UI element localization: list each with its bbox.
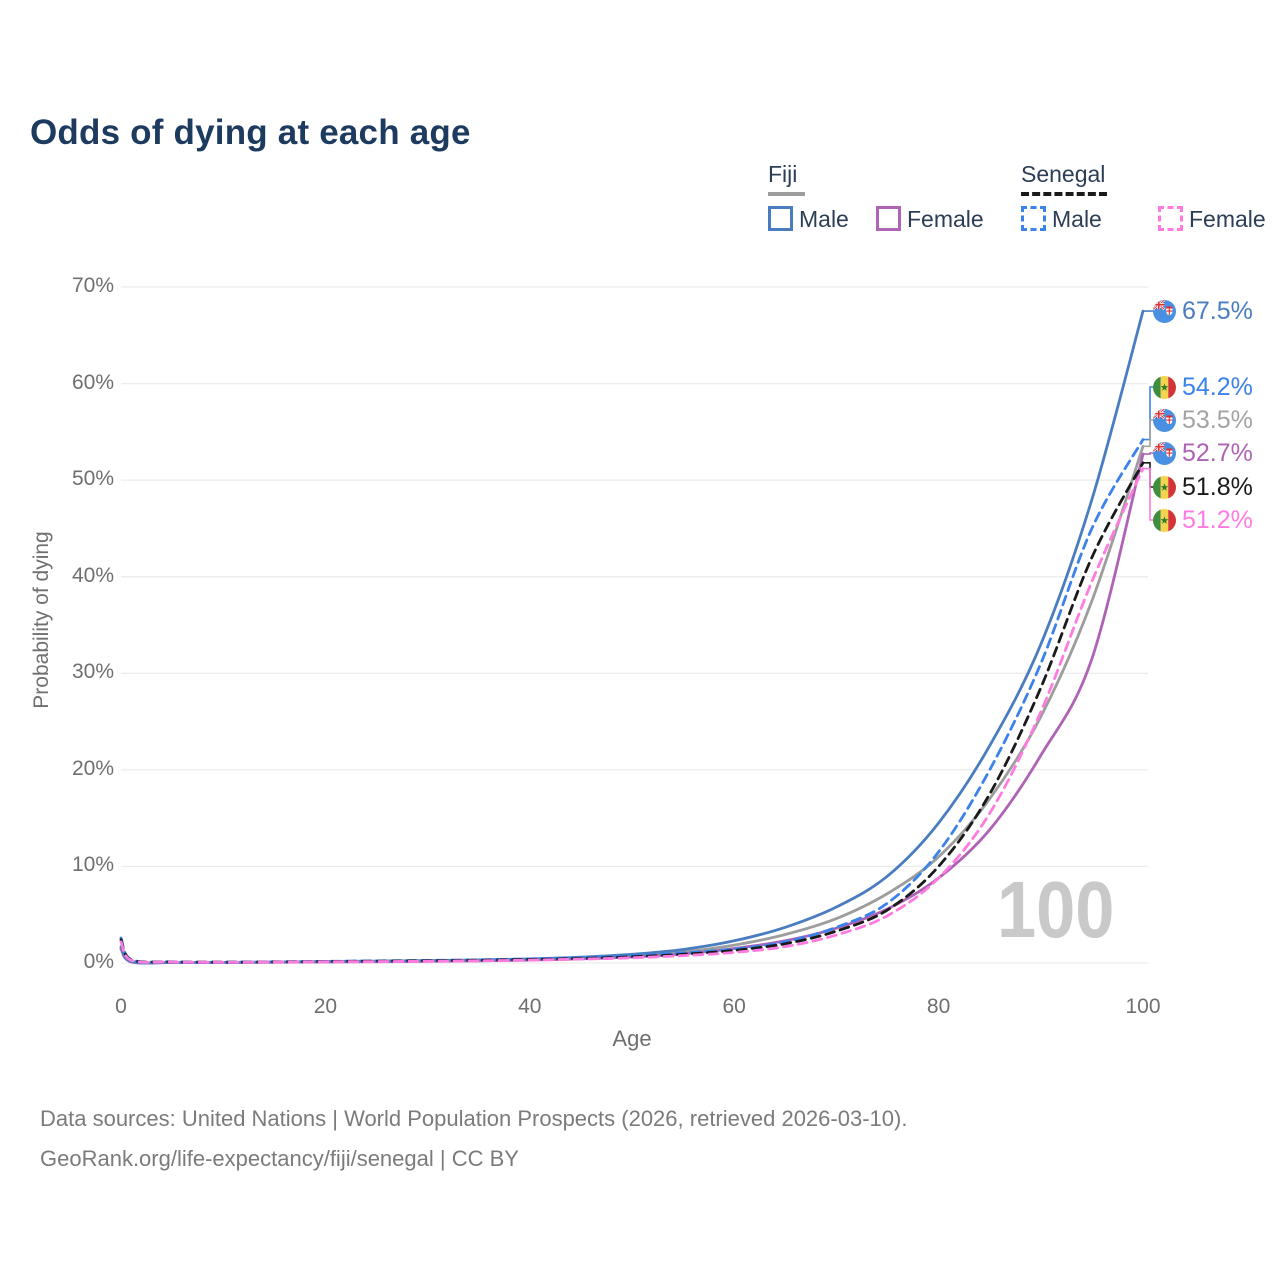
flag-slot	[1153, 441, 1176, 465]
senegal-flag-icon	[1153, 475, 1176, 499]
attribution-note: GeoRank.org/life-expectancy/fiji/senegal…	[40, 1146, 519, 1171]
legend-swatch-fiji-male[interactable]	[768, 206, 793, 231]
y-tick-label: 20%	[71, 756, 114, 780]
y-tick-label: 30%	[71, 660, 114, 684]
legend-label-fiji-female[interactable]: Female	[907, 206, 984, 232]
legend-swatch-fiji-female[interactable]	[876, 206, 901, 231]
fiji-flag-icon	[1153, 408, 1176, 432]
legend-label-senegal-female[interactable]: Female	[1189, 206, 1266, 232]
x-tick-label: 60	[722, 995, 746, 1018]
legend-label-fiji-male[interactable]: Male	[799, 206, 849, 232]
fiji-both-line-swatch	[768, 192, 805, 196]
flag-slot	[1153, 299, 1176, 323]
end-value: 53.5%	[1182, 405, 1253, 434]
end-value: 51.2%	[1182, 505, 1253, 534]
end-label-senegal-male: 54.2%	[1153, 373, 1253, 401]
y-tick-label: 40%	[71, 563, 114, 587]
legend-swatch-senegal-female[interactable]	[1158, 206, 1183, 231]
y-tick-label: 50%	[71, 467, 114, 491]
end-label-fiji-male: 67.5%	[1153, 297, 1253, 325]
y-tick-label: 10%	[71, 853, 114, 877]
fiji-flag-icon	[1153, 299, 1176, 323]
series-line-fiji-female[interactable]	[119, 452, 1145, 965]
series-line-fiji-male[interactable]	[119, 309, 1145, 965]
x-tick-label: 40	[518, 995, 542, 1018]
end-label-fiji-both: 53.5%	[1153, 406, 1253, 434]
data-source-note: Data sources: United Nations | World Pop…	[40, 1106, 908, 1131]
y-axis-title: Probability of dying	[30, 531, 53, 709]
end-label-senegal-both: 51.8%	[1153, 473, 1253, 501]
legend-label-senegal-male[interactable]: Male	[1052, 206, 1102, 232]
x-tick-label: 0	[115, 995, 127, 1018]
series-line-senegal-both[interactable]	[119, 461, 1145, 964]
legend-swatch-senegal-male[interactable]	[1021, 206, 1046, 231]
end-value: 54.2%	[1182, 372, 1253, 401]
series-line-fiji-both[interactable]	[119, 444, 1145, 965]
fiji-flag-icon	[1153, 441, 1176, 465]
end-label-senegal-female: 51.2%	[1153, 506, 1253, 534]
flag-slot	[1153, 375, 1176, 399]
page-title: Odds of dying at each age	[30, 113, 471, 153]
x-tick-label: 100	[1125, 995, 1161, 1018]
x-tick-label: 80	[926, 995, 951, 1018]
age-watermark: 100	[997, 865, 1115, 954]
end-value: 67.5%	[1182, 296, 1253, 325]
flag-slot	[1153, 508, 1176, 532]
legend-country-fiji[interactable]: Fiji	[768, 161, 798, 187]
senegal-flag-icon	[1153, 508, 1176, 532]
y-tick-label: 0%	[83, 950, 114, 973]
x-axis-title: Age	[612, 1026, 652, 1051]
series-line-senegal-female[interactable]	[119, 467, 1145, 964]
end-value: 51.8%	[1182, 472, 1253, 501]
x-tick-label: 20	[313, 995, 338, 1018]
series-line-senegal-male[interactable]	[119, 438, 1145, 964]
senegal-both-line-swatch	[1021, 192, 1107, 196]
y-tick-label: 60%	[71, 370, 114, 394]
end-label-fiji-female: 52.7%	[1153, 439, 1253, 467]
plot-area[interactable]	[0, 0, 1280, 1080]
senegal-flag-icon	[1153, 375, 1176, 399]
flag-slot	[1153, 408, 1176, 432]
flag-slot	[1153, 475, 1176, 499]
legend-country-senegal[interactable]: Senegal	[1021, 161, 1106, 187]
end-value: 52.7%	[1182, 438, 1253, 467]
y-tick-label: 70%	[71, 274, 114, 297]
